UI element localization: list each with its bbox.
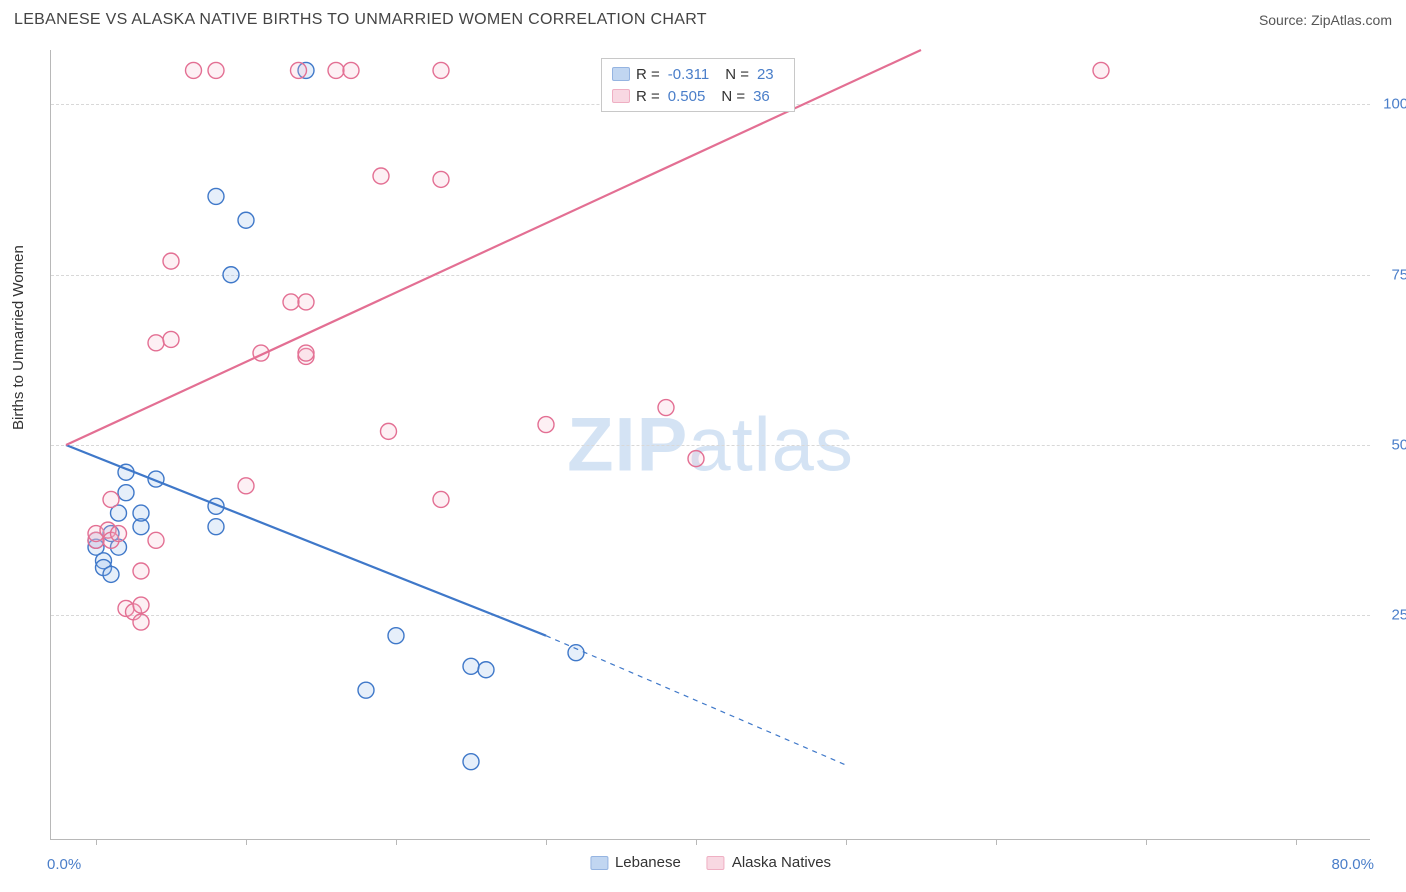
data-point <box>133 597 149 613</box>
series-legend-item: Lebanese <box>590 854 681 871</box>
data-point <box>433 491 449 507</box>
source-attribution: Source: ZipAtlas.com <box>1259 12 1392 28</box>
data-point <box>163 253 179 269</box>
x-tick <box>846 839 847 845</box>
data-point <box>381 423 397 439</box>
data-point <box>118 485 134 501</box>
legend-swatch <box>590 856 608 870</box>
legend-r-value: 0.505 <box>668 88 706 105</box>
data-point <box>223 267 239 283</box>
legend-n-value: 36 <box>753 88 770 105</box>
data-point <box>163 331 179 347</box>
chart-title: LEBANESE VS ALASKA NATIVE BIRTHS TO UNMA… <box>14 11 707 29</box>
data-point <box>373 168 389 184</box>
data-point <box>133 614 149 630</box>
y-tick-label: 100.0% <box>1376 96 1406 113</box>
data-point <box>111 526 127 542</box>
trend-line-extrapolated <box>546 636 846 765</box>
legend-n-value: 23 <box>757 66 774 83</box>
data-point <box>298 345 314 361</box>
data-point <box>148 532 164 548</box>
source-prefix: Source: <box>1259 12 1311 28</box>
data-point <box>186 62 202 78</box>
data-point <box>463 658 479 674</box>
x-tick <box>546 839 547 845</box>
data-point <box>208 188 224 204</box>
data-point <box>208 62 224 78</box>
data-point <box>1093 62 1109 78</box>
series-name: Lebanese <box>615 854 681 871</box>
data-point <box>478 662 494 678</box>
data-point <box>568 645 584 661</box>
data-point <box>133 505 149 521</box>
data-point <box>328 62 344 78</box>
legend-row: R = 0.505 N = 36 <box>612 85 784 107</box>
plot-area: ZIPatlas 25.0%50.0%75.0%100.0% R =-0.311… <box>50 50 1370 840</box>
data-point <box>298 294 314 310</box>
y-axis-label: Births to Unmarried Women <box>10 245 27 430</box>
scatter-svg <box>51 50 1370 839</box>
data-point <box>433 171 449 187</box>
data-point <box>538 417 554 433</box>
x-tick <box>1146 839 1147 845</box>
legend-n-label: N = <box>721 88 745 105</box>
data-point <box>658 400 674 416</box>
legend-r-value: -0.311 <box>668 66 709 83</box>
x-tick <box>696 839 697 845</box>
data-point <box>343 62 359 78</box>
data-point <box>238 212 254 228</box>
legend-r-label: R = <box>636 66 660 83</box>
legend-row: R = -0.311 N = 23 <box>612 63 784 85</box>
x-axis-min-label: 0.0% <box>47 856 81 873</box>
data-point <box>238 478 254 494</box>
data-point <box>463 754 479 770</box>
x-axis-max-label: 80.0% <box>1331 856 1374 873</box>
data-point <box>283 294 299 310</box>
correlation-legend: R =-0.311N =23R =0.505N =36 <box>601 58 795 112</box>
series-name: Alaska Natives <box>732 854 831 871</box>
series-legend: Lebanese Alaska Natives <box>590 854 831 871</box>
x-tick <box>246 839 247 845</box>
data-point <box>133 563 149 579</box>
data-point <box>208 519 224 535</box>
series-legend-item: Alaska Natives <box>707 854 831 871</box>
y-tick-label: 25.0% <box>1376 607 1406 624</box>
chart-header: LEBANESE VS ALASKA NATIVE BIRTHS TO UNMA… <box>0 0 1406 40</box>
y-tick-label: 75.0% <box>1376 266 1406 283</box>
x-tick <box>1296 839 1297 845</box>
data-point <box>388 628 404 644</box>
x-tick <box>96 839 97 845</box>
data-point <box>688 451 704 467</box>
legend-r-label: R = <box>636 88 660 105</box>
source-name: ZipAtlas.com <box>1311 12 1392 28</box>
data-point <box>103 566 119 582</box>
x-tick <box>996 839 997 845</box>
x-tick <box>396 839 397 845</box>
legend-swatch <box>612 67 630 81</box>
y-tick-label: 50.0% <box>1376 437 1406 454</box>
data-point <box>433 62 449 78</box>
legend-swatch <box>612 89 630 103</box>
data-point <box>358 682 374 698</box>
data-point <box>103 491 119 507</box>
legend-swatch <box>707 856 725 870</box>
data-point <box>148 335 164 351</box>
legend-n-label: N = <box>725 66 749 83</box>
data-point <box>291 62 307 78</box>
